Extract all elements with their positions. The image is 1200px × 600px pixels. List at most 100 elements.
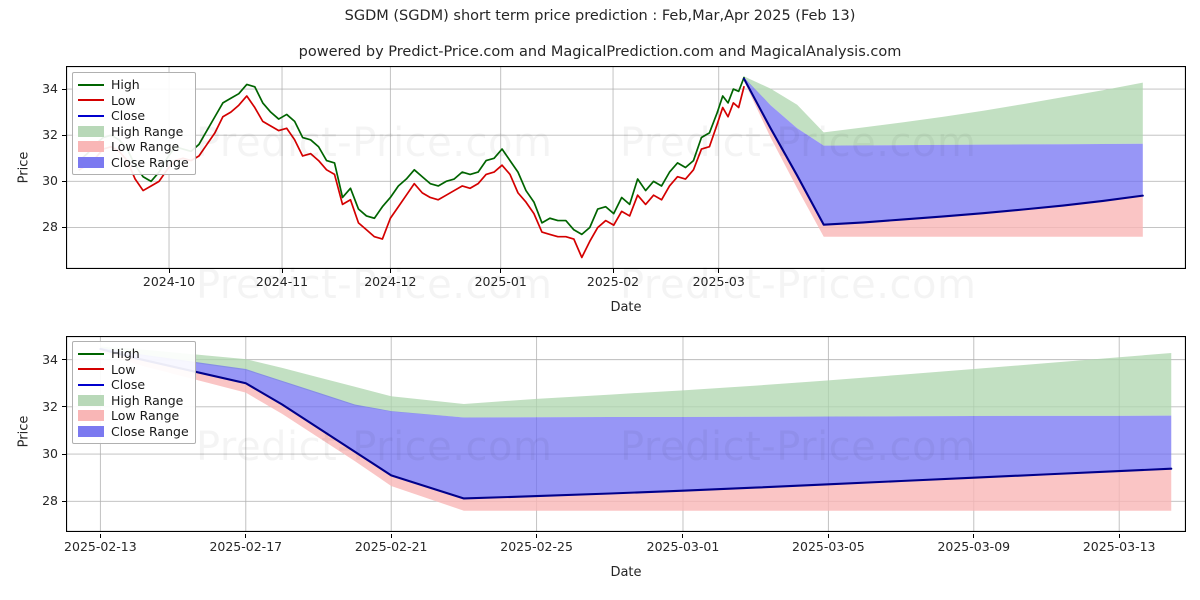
plot-frame bbox=[66, 336, 1186, 532]
legend-item-label: Close bbox=[111, 377, 146, 392]
x-tick-label: 2025-03-09 bbox=[937, 539, 1011, 554]
legend-line-sample bbox=[78, 368, 104, 371]
legend-item-low-range: Low Range bbox=[78, 408, 189, 424]
y-tick-mark bbox=[62, 88, 66, 90]
legend-swatch-icon bbox=[78, 378, 104, 391]
legend-item-close-range: Close Range bbox=[78, 155, 189, 171]
x-tick-label: 2024-11 bbox=[255, 274, 309, 289]
legend-swatch-icon bbox=[78, 363, 104, 376]
forecast-x-axis-label: Date bbox=[610, 565, 642, 580]
x-tick-mark bbox=[390, 534, 392, 538]
legend-item-high-range: High Range bbox=[78, 124, 189, 140]
y-tick-label: 32 bbox=[42, 398, 58, 414]
y-tick-label: 30 bbox=[42, 446, 58, 462]
legend-swatch-icon bbox=[78, 425, 104, 438]
y-tick-label: 30 bbox=[42, 173, 58, 189]
legend-swatch-icon bbox=[78, 140, 104, 153]
x-tick-mark bbox=[682, 534, 684, 538]
plot-frame bbox=[66, 66, 1186, 269]
legend-patch-sample bbox=[78, 141, 104, 153]
x-tick-label: 2025-03-13 bbox=[1082, 539, 1156, 554]
x-tick-label: 2024-12 bbox=[364, 274, 417, 289]
x-tick-mark bbox=[389, 269, 391, 273]
legend-item-close: Close bbox=[78, 377, 189, 393]
y-tick-mark bbox=[62, 500, 66, 502]
y-tick-label: 28 bbox=[42, 219, 58, 235]
high-range-band bbox=[100, 346, 1172, 418]
legend-swatch-icon bbox=[78, 78, 104, 91]
legend-line-sample bbox=[78, 83, 104, 86]
legend-item-label: High bbox=[111, 77, 140, 92]
x-tick-label: 2025-01 bbox=[474, 274, 527, 289]
legend-item-label: High bbox=[111, 346, 140, 361]
x-tick-label: 2025-03 bbox=[692, 274, 745, 289]
legend-line-sample bbox=[78, 114, 104, 117]
legend-item-label: Low Range bbox=[111, 408, 180, 423]
y-tick-mark bbox=[62, 359, 66, 361]
legend-item-low: Low bbox=[78, 93, 189, 109]
legend-item-label: Close bbox=[111, 108, 146, 123]
x-tick-label: 2025-02-17 bbox=[209, 539, 283, 554]
y-tick-label: 28 bbox=[42, 493, 58, 509]
legend-item-label: High Range bbox=[111, 123, 184, 139]
legend-line-sample bbox=[78, 383, 104, 386]
x-tick-mark bbox=[536, 534, 538, 538]
x-tick-mark bbox=[718, 269, 720, 273]
legend-swatch-icon bbox=[78, 109, 104, 122]
y-tick-mark bbox=[62, 180, 66, 182]
x-tick-label: 2025-03-05 bbox=[792, 539, 865, 554]
x-tick-label: 2025-02-13 bbox=[64, 539, 137, 554]
x-tick-mark bbox=[612, 269, 614, 273]
low-line-tail bbox=[716, 85, 745, 125]
x-tick-label: 2025-02 bbox=[586, 274, 640, 289]
forecast-legend: High Low Close High Range Low Range Close Ran… bbox=[72, 341, 196, 444]
x-tick-mark bbox=[168, 269, 170, 273]
legend-item-high-range: High Range bbox=[78, 393, 189, 409]
x-tick-label: 2025-02-21 bbox=[354, 539, 428, 554]
close-range-band bbox=[743, 77, 1143, 225]
x-tick-mark bbox=[827, 534, 829, 538]
x-tick-mark bbox=[99, 534, 101, 538]
high-line-tail bbox=[716, 76, 745, 113]
x-tick-label: 2025-02-25 bbox=[500, 539, 573, 554]
overview-chart bbox=[66, 66, 1186, 269]
low-range-band bbox=[100, 348, 1172, 511]
legend-patch-sample bbox=[78, 425, 104, 437]
forecast-detail-chart bbox=[66, 336, 1186, 532]
x-tick-mark bbox=[973, 534, 975, 538]
legend-item-label: Close Range bbox=[111, 154, 189, 170]
page-subtitle: powered by Predict-Price.com and Magical… bbox=[298, 44, 902, 60]
close-line bbox=[99, 347, 1173, 500]
y-tick-mark bbox=[62, 453, 66, 455]
close-range-band bbox=[100, 347, 1172, 499]
legend-item-high: High bbox=[78, 346, 189, 362]
y-tick-mark bbox=[62, 226, 66, 228]
legend-item-high: High bbox=[78, 77, 189, 93]
overview-y-axis-label: Price bbox=[16, 151, 32, 184]
low-range-band bbox=[743, 78, 1143, 237]
legend-item-label: Low Range bbox=[111, 139, 180, 154]
overview-legend: High Low Close High Range Low Range Close Ran… bbox=[72, 72, 196, 175]
legend-swatch-icon bbox=[78, 125, 104, 138]
legend-swatch-icon bbox=[78, 394, 104, 407]
legend-item-label: High Range bbox=[111, 392, 184, 408]
legend-line-sample bbox=[78, 99, 104, 102]
overview-x-axis-label: Date bbox=[610, 300, 642, 315]
legend-patch-sample bbox=[78, 156, 104, 168]
y-tick-label: 34 bbox=[42, 81, 58, 97]
page-title: SGDM (SGDM) short term price prediction … bbox=[344, 8, 856, 24]
x-tick-mark bbox=[1118, 534, 1120, 538]
legend-swatch-icon bbox=[78, 409, 104, 422]
legend-item-close: Close bbox=[78, 108, 189, 124]
legend-line-sample bbox=[78, 352, 104, 355]
legend-swatch-icon bbox=[78, 94, 104, 107]
legend-item-label: Close Range bbox=[111, 423, 189, 439]
legend-item-label: Low bbox=[111, 361, 136, 377]
x-tick-mark bbox=[245, 534, 247, 538]
legend-item-close-range: Close Range bbox=[78, 424, 189, 440]
legend-item-low-range: Low Range bbox=[78, 139, 189, 155]
high-range-band bbox=[743, 76, 1143, 146]
legend-item-label: Low bbox=[111, 92, 136, 108]
legend-patch-sample bbox=[78, 410, 104, 422]
